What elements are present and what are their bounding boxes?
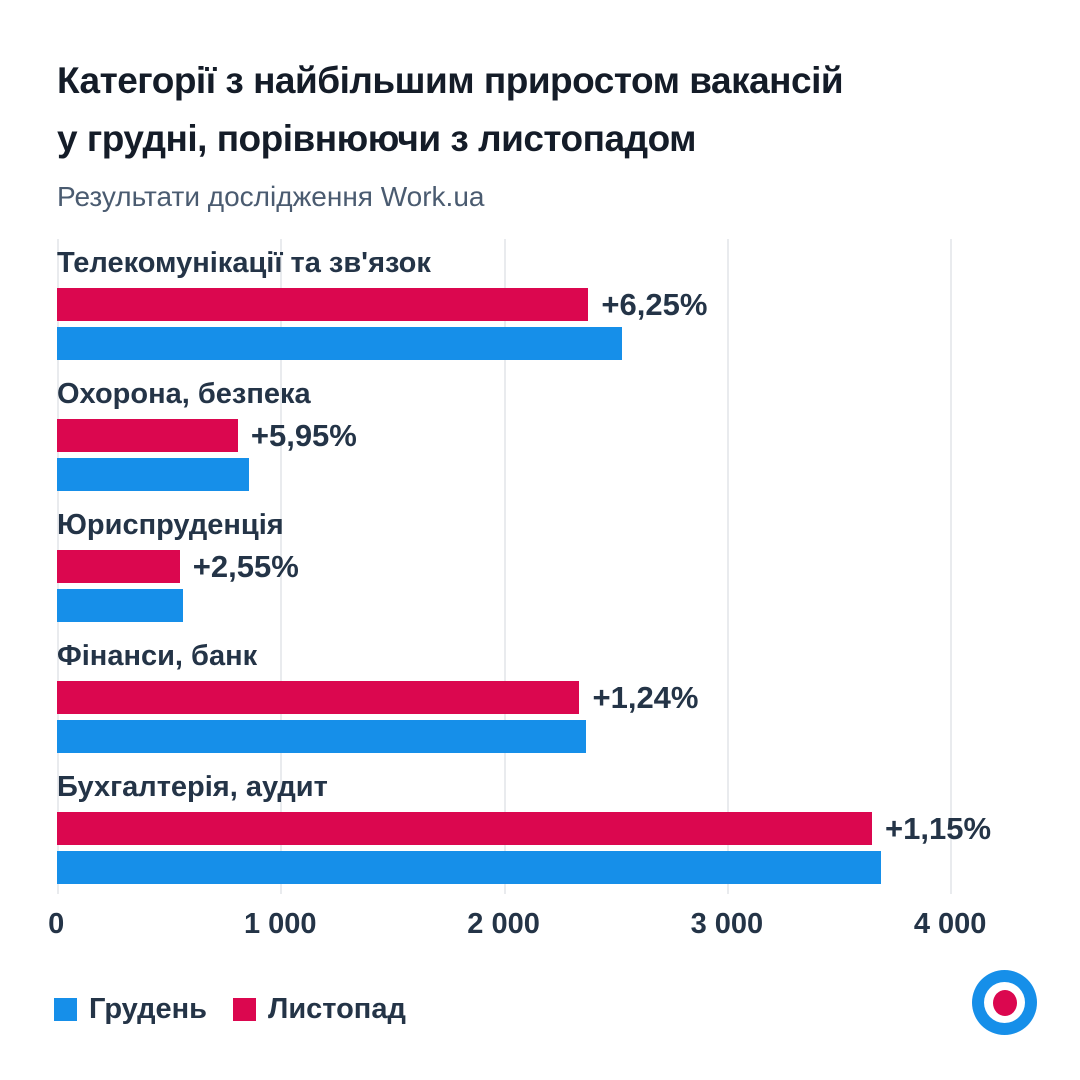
chart-header: Категорії з найбільшим приростом вакансі… (0, 0, 1080, 213)
category-group: Фінанси, банк +1,24% (57, 632, 1035, 763)
bar-november (57, 287, 589, 321)
category-group: Юриспруденція +2,55% (57, 501, 1035, 632)
x-tick-label: 1 000 (243, 907, 317, 940)
bar-november (57, 418, 238, 452)
chart-title-line1: Категорії з найбільшим приростом вакансі… (57, 60, 844, 101)
x-axis: 0 1 000 2 000 3 000 4 000 (48, 902, 1035, 954)
growth-label: +1,15% (885, 810, 992, 846)
bar-row-december (57, 719, 1035, 753)
bar-row-november: +1,24% (57, 679, 1035, 715)
gridline-1000 (280, 238, 283, 894)
legend-item: Грудень (54, 993, 207, 1026)
bar-row-december (57, 850, 1035, 884)
bar-december (57, 719, 586, 753)
x-tick-label: 4 000 (913, 907, 987, 940)
category-group: Охорона, безпека +5,95% (57, 370, 1035, 501)
category-groups: Телекомунікації та зв'язок +6,25% Охорона,… (57, 239, 1035, 894)
bar-chart: Телекомунікації та зв'язок +6,25% Охорона,… (48, 238, 1035, 954)
bar-december (57, 326, 622, 360)
bar-november (57, 680, 580, 714)
legend-label: Грудень (89, 993, 207, 1025)
gridline-2000 (503, 238, 506, 894)
category-label: Юриспруденція (57, 508, 284, 541)
x-tick-label: 3 000 (690, 907, 764, 940)
bar-november (57, 549, 180, 583)
category-label: Телекомунікації та зв'язок (57, 246, 431, 279)
gridline-4000 (950, 238, 953, 894)
chart-title: Категорії з найбільшим приростом вакансі… (57, 52, 1040, 169)
logo-center-dot (992, 989, 1017, 1016)
bar-november (57, 811, 872, 845)
bar-row-december (57, 326, 1035, 360)
bar-row-december (57, 457, 1035, 491)
bar-row-december (57, 588, 1035, 622)
bar-december (57, 457, 249, 491)
chart-title-line2: у грудні, порівнюючи з листопадом (57, 118, 697, 160)
growth-label: +1,24% (592, 679, 699, 715)
growth-label: +6,25% (601, 286, 708, 322)
category-label: Бухгалтерія, аудит (57, 770, 328, 803)
legend-swatch-icon (232, 998, 256, 1021)
chart-subtitle: Результати дослідження Work.ua (57, 180, 485, 212)
legend-item: Листопад (232, 993, 406, 1026)
bar-december (57, 588, 183, 622)
growth-label: +2,55% (192, 548, 299, 584)
bar-row-november: +2,55% (57, 548, 1035, 584)
gridline-3000 (726, 238, 729, 894)
bar-row-november: +6,25% (57, 286, 1035, 322)
category-group: Бухгалтерія, аудит +1,15% (57, 763, 1035, 894)
workua-bullseye-logo-icon (972, 970, 1037, 1035)
legend-label: Листопад (267, 993, 406, 1025)
legend-swatch-icon (54, 998, 77, 1021)
category-label: Фінанси, банк (57, 639, 258, 672)
legend: Грудень Листопад (54, 993, 406, 1026)
bar-december (57, 850, 882, 884)
plot-area: Телекомунікації та зв'язок +6,25% Охорона,… (57, 238, 1035, 894)
logo-white-ring (984, 982, 1025, 1023)
category-group: Телекомунікації та зв'язок +6,25% (57, 239, 1035, 370)
bar-row-november: +1,15% (57, 810, 1035, 846)
x-tick-label: 2 000 (467, 907, 540, 940)
x-tick-label: 0 (48, 907, 65, 940)
bar-row-november: +5,95% (57, 417, 1035, 453)
category-label: Охорона, безпека (57, 377, 311, 410)
growth-label: +5,95% (250, 417, 357, 453)
